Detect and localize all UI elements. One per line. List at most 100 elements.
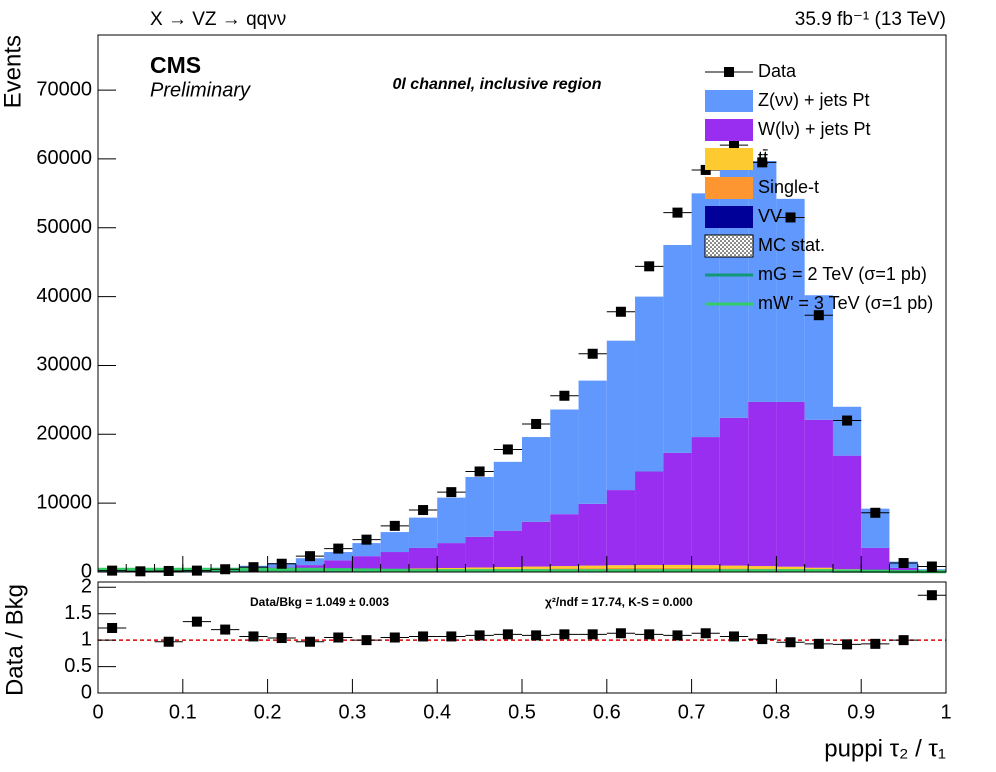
stack-bar: [352, 543, 381, 557]
legend-label: MC stat.: [758, 235, 825, 255]
ratio-summary: Data/Bkg = 1.049 ± 0.003: [250, 595, 389, 609]
legend-swatch: [704, 234, 754, 258]
ratio-point: [248, 631, 259, 642]
legend-swatch: [705, 148, 753, 170]
ratio-point: [276, 633, 287, 644]
stack-bar: [861, 547, 890, 571]
y-tick-label: 0: [81, 560, 92, 582]
ratio-point: [757, 634, 768, 645]
legend-swatch: [705, 90, 753, 112]
data-point: [135, 566, 146, 577]
legend-label: Single-t: [758, 177, 819, 197]
data-point: [107, 565, 118, 576]
stack-bar: [635, 564, 664, 568]
x-axis-label: puppi τ₂ / τ₁: [824, 735, 946, 762]
stack-bar: [295, 558, 325, 566]
data-point: [474, 466, 485, 477]
ratio-point: [842, 639, 853, 650]
stack-bar: [550, 409, 579, 515]
stack-bar: [635, 567, 664, 570]
ratio-point: [785, 637, 796, 648]
ratio-point: [926, 590, 937, 601]
ratio-point: [700, 628, 711, 639]
ratio-point: [531, 630, 542, 641]
y-tick-label: 40000: [36, 285, 92, 307]
legend-label: Z(νν) + jets Pt: [758, 90, 870, 110]
ratio-point: [502, 629, 513, 640]
y-tick-label: 10000: [36, 491, 92, 513]
stack-bar: [832, 455, 862, 570]
stack-bar: [437, 543, 466, 569]
stack-bar: [663, 567, 692, 570]
ratio-y-tick-label: 1.5: [64, 602, 92, 624]
ratio-y-axis-label: Data / Bkg: [1, 584, 28, 696]
legend-label: mG = 2 TeV (σ=1 pb): [758, 264, 927, 284]
y-axis-label: Events: [0, 35, 26, 108]
stack-bar: [550, 514, 579, 567]
stack-bar: [493, 530, 522, 568]
legend-label: W(lν) + jets Pt: [758, 119, 871, 139]
y-tick-label: 30000: [36, 354, 92, 376]
status: Preliminary: [150, 79, 251, 101]
x-tick-label: 0.6: [593, 701, 621, 723]
stack-bar: [437, 497, 466, 544]
stack-bar: [493, 461, 522, 531]
data-point: [502, 444, 513, 455]
stack-bar: [380, 552, 409, 569]
legend-swatch: [705, 119, 753, 141]
ratio-point: [559, 629, 570, 640]
stack-bar: [776, 566, 805, 569]
stack-bar: [380, 532, 409, 553]
stack-bar: [578, 380, 607, 504]
data-point: [644, 261, 655, 272]
legend-label: VV: [758, 206, 782, 226]
stack-bar: [691, 565, 720, 569]
ratio-y-tick-label: 2: [81, 576, 92, 598]
ratio-point: [615, 628, 626, 639]
ratio-point: [418, 631, 429, 642]
ratio-y-tick-label: 0: [81, 681, 92, 703]
ratio-point: [361, 635, 372, 646]
lumi-label: 35.9 fb⁻¹ (13 TeV): [795, 9, 946, 30]
stack-bar: [748, 566, 777, 569]
data-point: [813, 310, 824, 321]
stack-bar: [324, 560, 353, 570]
ratio-point: [474, 630, 485, 641]
stack-bar: [776, 198, 805, 402]
x-tick-label: 0.4: [423, 701, 451, 723]
x-tick-label: 0.5: [508, 701, 536, 723]
data-point: [870, 507, 881, 518]
stack-bar: [691, 568, 720, 571]
ratio-point: [870, 638, 881, 649]
stack-bar: [719, 165, 749, 418]
stack-bar: [522, 437, 551, 522]
stack-bar: [578, 568, 607, 571]
y-tick-label: 50000: [36, 216, 92, 238]
ratio-point: [587, 629, 598, 640]
stack-bar: [606, 490, 636, 566]
data-point: [305, 551, 315, 562]
stack-bar: [324, 552, 353, 561]
legend-swatch: [705, 206, 753, 228]
stack-bar: [691, 437, 720, 566]
ratio-point: [107, 622, 118, 633]
data-point: [248, 562, 259, 573]
data-point: [757, 157, 768, 168]
stack-bar: [578, 503, 607, 566]
data-point: [842, 415, 853, 426]
data-point: [587, 348, 598, 359]
stack-bar: [606, 567, 636, 570]
region-label: 0l channel, inclusive region: [393, 76, 602, 93]
legend-marker: [724, 67, 734, 77]
legend-label: tt̄: [758, 148, 768, 168]
stack-bar: [437, 568, 466, 570]
data-point: [446, 487, 457, 498]
data-point: [220, 564, 231, 575]
data-point: [191, 565, 202, 576]
x-tick-label: 0.8: [762, 701, 790, 723]
stack-bar: [832, 406, 862, 456]
ratio-y-tick-label: 0.5: [64, 655, 92, 677]
ratio-point: [644, 629, 655, 640]
stack-bar: [663, 564, 692, 568]
